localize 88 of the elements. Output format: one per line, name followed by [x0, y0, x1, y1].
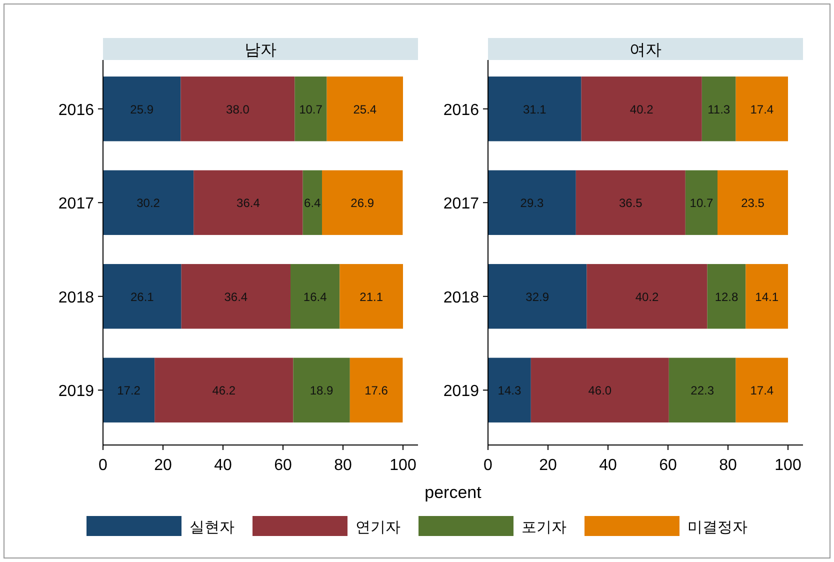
y-tick-label: 2016: [58, 102, 94, 119]
x-tick-label: 40: [599, 457, 617, 474]
y-tick-label: 2019: [443, 383, 480, 400]
x-tick-label: 20: [154, 457, 172, 474]
legend: 실현자 연기자 포기자 미결정자: [86, 516, 748, 536]
x-tick-label: 80: [334, 457, 352, 474]
bar: [103, 358, 155, 422]
data-label: 46.2: [212, 384, 236, 398]
data-label: 14.3: [498, 384, 522, 398]
x-tick-label: 0: [484, 457, 493, 474]
data-label: 26.1: [130, 290, 154, 304]
data-label: 30.2: [136, 196, 160, 210]
data-label: 18.9: [310, 384, 334, 398]
data-label: 31.1: [522, 102, 547, 116]
bar: [294, 76, 327, 142]
y-tick-label: 2018: [58, 289, 94, 306]
bar: [290, 264, 340, 329]
bar: [581, 76, 702, 142]
data-label: 16.4: [303, 290, 328, 304]
chart-title: 남자: [244, 42, 276, 59]
data-label: 12.8: [714, 290, 738, 304]
x-tick-label: 40: [214, 457, 232, 474]
data-label: 10.7: [299, 102, 323, 116]
y-tick-label: 2016: [443, 102, 480, 119]
data-label: 22.3: [690, 384, 714, 398]
bar: [707, 264, 746, 329]
data-label: 26.9: [350, 196, 374, 210]
y-tick-label: 2017: [58, 196, 94, 213]
data-label: 25.4: [353, 102, 377, 116]
bar: [576, 170, 686, 235]
bar: [103, 264, 182, 329]
bar: [718, 170, 788, 235]
x-tick-label: 100: [390, 457, 416, 474]
bar: [702, 76, 736, 142]
bar: [488, 264, 587, 329]
bar: [685, 170, 718, 235]
bar: [154, 358, 294, 422]
x-axis-title: percent: [424, 483, 482, 502]
bar: [488, 358, 531, 422]
bar: [103, 170, 194, 235]
bar: [340, 264, 403, 329]
y-tick-label: 2018: [443, 289, 480, 306]
y-tick-label: 2017: [443, 196, 480, 213]
bar: [350, 358, 403, 422]
bar: [103, 76, 181, 142]
data-label: 21.1: [360, 290, 384, 304]
bar: [302, 170, 322, 235]
data-label: 38.0: [226, 102, 250, 116]
y-tick-label: 2019: [58, 383, 94, 400]
data-label: 36.4: [236, 196, 260, 210]
data-label: 29.3: [520, 196, 544, 210]
x-tick-label: 60: [659, 457, 677, 474]
x-tick-label: 60: [274, 457, 292, 474]
bar: [293, 358, 350, 422]
data-label: 17.6: [364, 384, 388, 398]
data-label: 23.5: [741, 196, 765, 210]
data-label: 36.5: [618, 196, 643, 210]
data-label: 17.4: [750, 102, 774, 116]
data-label: 6.4: [304, 196, 322, 210]
bar: [322, 170, 403, 235]
bar: [326, 76, 403, 142]
bar: [736, 358, 788, 422]
bar: [530, 358, 669, 422]
bar: [194, 170, 303, 235]
data-label: 32.9: [526, 290, 550, 304]
data-label: 17.4: [750, 384, 774, 398]
x-tick-label: 80: [719, 457, 737, 474]
x-tick-label: 100: [774, 457, 802, 474]
data-label: 11.3: [708, 102, 730, 116]
data-label: 36.4: [224, 290, 248, 304]
x-tick-label: 20: [539, 457, 557, 474]
data-label: 40.2: [635, 290, 659, 304]
bar: [668, 358, 736, 422]
data-label: 40.2: [630, 102, 654, 116]
bar: [488, 170, 576, 235]
bar: [736, 76, 788, 142]
data-label: 10.7: [690, 196, 714, 210]
data-label: 25.9: [130, 102, 154, 116]
bar: [586, 264, 708, 329]
x-tick-label: 0: [98, 457, 108, 474]
bar: [746, 264, 788, 329]
bar: [181, 264, 290, 329]
bar: [488, 76, 582, 142]
chart-title: 여자: [630, 42, 662, 59]
data-label: 17.2: [117, 384, 141, 398]
data-label: 14.1: [755, 290, 779, 304]
bar: [180, 76, 295, 142]
data-label: 46.0: [588, 384, 612, 398]
